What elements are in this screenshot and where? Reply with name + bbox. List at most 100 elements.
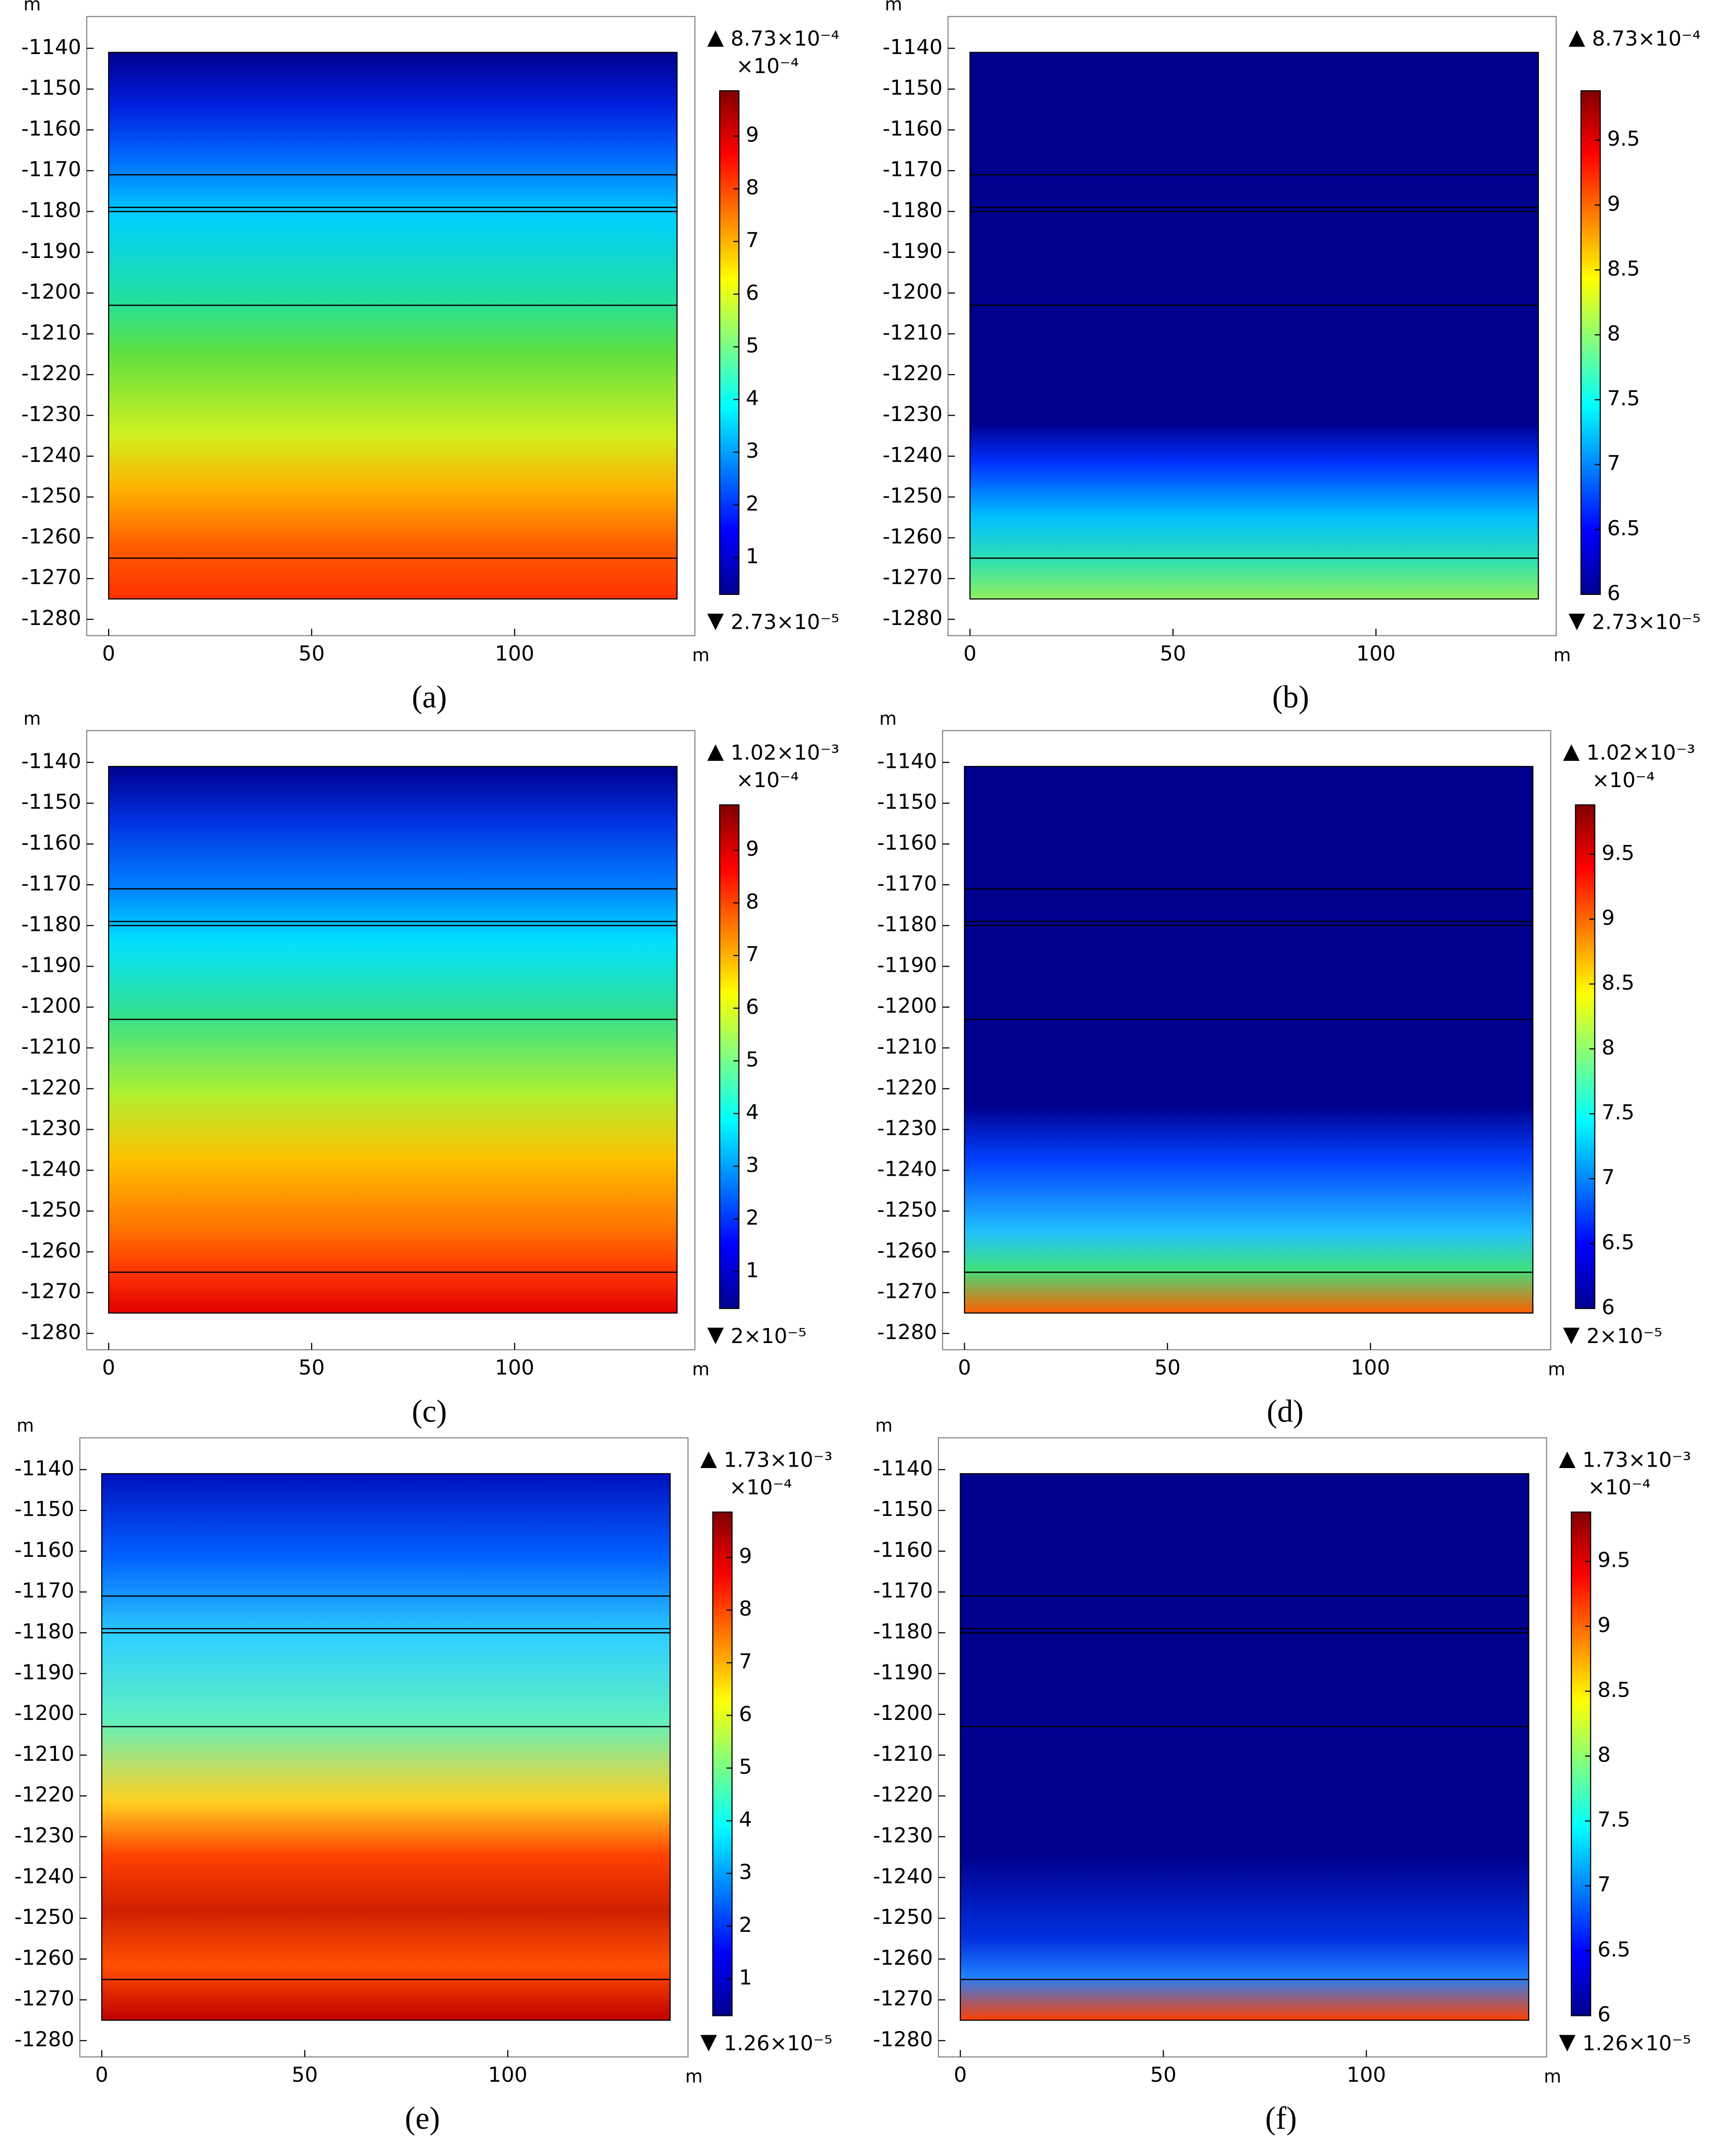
y-tick-label: -1140	[883, 35, 943, 59]
panel-caption: (b)	[1272, 680, 1309, 715]
y-tick-label: -1220	[21, 361, 81, 385]
y-tick-label: -1160	[21, 117, 81, 141]
y-tick-label: -1250	[21, 1198, 81, 1222]
y-tick-label: -1220	[15, 1783, 75, 1807]
y-tick-label: -1270	[15, 1987, 75, 2011]
y-tick-label: -1170	[15, 1579, 75, 1603]
x-unit: m	[1544, 2066, 1561, 2087]
panel: -1140 -1150 -1160 -1170 -1180 -1190 -1200 -1210…	[21, 708, 839, 1429]
y-tick-label: -1210	[883, 320, 943, 344]
y-tick-label: -1180	[873, 1620, 933, 1644]
colorbar-tick-label: 6	[1602, 1295, 1615, 1319]
colorbar-tick-label: 7	[1602, 1165, 1615, 1189]
y-tick-label: -1270	[21, 1280, 81, 1304]
x-unit: m	[685, 2066, 703, 2087]
colorbar	[1575, 804, 1595, 1309]
y-tick-label: -1230	[877, 1117, 937, 1140]
y-tick-label: -1230	[883, 402, 943, 426]
y-tick-label: -1260	[15, 1946, 75, 1970]
x-tick-label: 100	[1351, 1356, 1390, 1380]
y-tick-label: -1180	[883, 198, 943, 222]
colorbar-tick-label: 8	[1602, 1036, 1615, 1060]
panel: -1140 -1150 -1160 -1170 -1180 -1190 -1200 -1210…	[877, 708, 1695, 1429]
colorbar-tick-label: 2	[746, 1206, 759, 1230]
x-tick-label: 100	[1356, 642, 1396, 666]
colorbar-tick-label: 9.5	[1602, 841, 1634, 865]
colorbar-tick-label: 5	[746, 1048, 759, 1072]
min-marker	[707, 1328, 724, 1344]
colorbar	[719, 804, 740, 1309]
y-tick-label: -1160	[15, 1538, 75, 1562]
colorbar-min-label: 2.73×10⁻⁵	[1592, 610, 1701, 634]
y-tick-label: -1220	[873, 1783, 933, 1807]
y-tick-label: -1280	[883, 606, 943, 630]
y-tick-label: -1270	[883, 565, 943, 589]
x-tick-label: 50	[292, 2063, 318, 2087]
y-tick-label: -1230	[15, 1823, 75, 1847]
colorbar	[712, 1511, 733, 2016]
colorbar-tick-label: 6	[1597, 2002, 1611, 2026]
plot-frame	[79, 1437, 689, 2058]
y-tick-label: -1190	[883, 239, 943, 263]
contour-field	[108, 766, 678, 1314]
colorbar-tick-label: 9	[739, 1544, 752, 1568]
x-tick-label: 0	[963, 642, 977, 666]
colorbar-max-label: 1.73×10⁻³	[724, 1448, 832, 1472]
x-tick-label: 50	[298, 1356, 325, 1380]
colorbar	[1571, 1511, 1591, 2016]
x-tick-label: 50	[298, 642, 325, 666]
colorbar-tick-label: 1	[739, 1966, 752, 1990]
y-unit: m	[23, 0, 41, 15]
y-tick-label: -1260	[21, 1239, 81, 1263]
y-tick-label: -1280	[877, 1320, 937, 1344]
y-tick-label: -1140	[21, 35, 81, 59]
y-tick-label: -1170	[883, 157, 943, 181]
plot-frame	[938, 1437, 1548, 2058]
y-tick-label: -1200	[877, 994, 937, 1018]
y-tick-label: -1220	[877, 1076, 937, 1100]
max-marker	[1563, 744, 1580, 761]
plot-frame	[86, 16, 696, 636]
contour-field	[960, 1473, 1530, 2021]
colorbar-tick-label: 2	[746, 492, 759, 516]
y-tick-label: -1270	[873, 1987, 933, 2011]
colorbar-multiplier: ×10⁻⁴	[1588, 1476, 1650, 1500]
colorbar-tick-label: 6.5	[1597, 1937, 1630, 1961]
y-tick-label: -1170	[21, 872, 81, 896]
colorbar	[719, 90, 740, 595]
colorbar-tick-label: 3	[739, 1860, 752, 1884]
y-tick-label: -1250	[883, 484, 943, 508]
colorbar-multiplier: ×10⁻⁴	[729, 1476, 792, 1500]
y-tick-label: -1140	[877, 749, 937, 773]
y-tick-label: -1160	[877, 831, 937, 855]
x-tick-label: 0	[102, 642, 115, 666]
colorbar-tick-label: 8	[1597, 1743, 1611, 1767]
x-tick-label: 0	[954, 2063, 967, 2087]
y-tick-label: -1160	[883, 117, 943, 141]
y-tick-label: -1160	[21, 831, 81, 855]
y-tick-label: -1160	[873, 1538, 933, 1562]
y-tick-label: -1280	[21, 1320, 81, 1344]
min-marker	[1563, 1328, 1580, 1344]
colorbar-tick-label: 3	[746, 1153, 759, 1177]
colorbar-tick-label: 3	[746, 439, 759, 463]
y-tick-label: -1210	[873, 1742, 933, 1766]
panel: -1140 -1150 -1160 -1170 -1180 -1190 -1200 -1210…	[873, 1415, 1691, 2136]
min-marker	[1568, 613, 1585, 630]
y-tick-label: -1250	[873, 1905, 933, 1929]
colorbar-tick-label: 6	[1607, 581, 1620, 605]
y-unit: m	[23, 708, 41, 729]
min-marker	[707, 613, 724, 630]
panel-caption: (f)	[1265, 2101, 1297, 2136]
colorbar-min-label: 2×10⁻⁵	[731, 1324, 806, 1348]
y-tick-label: -1240	[21, 1157, 81, 1181]
y-tick-label: -1260	[883, 524, 943, 548]
x-tick-label: 50	[1160, 642, 1186, 666]
colorbar-tick-label: 7.5	[1607, 387, 1640, 411]
colorbar-tick-label: 2	[739, 1913, 752, 1937]
colorbar-tick-label: 8	[746, 176, 759, 200]
colorbar-tick-label: 8	[739, 1597, 752, 1621]
